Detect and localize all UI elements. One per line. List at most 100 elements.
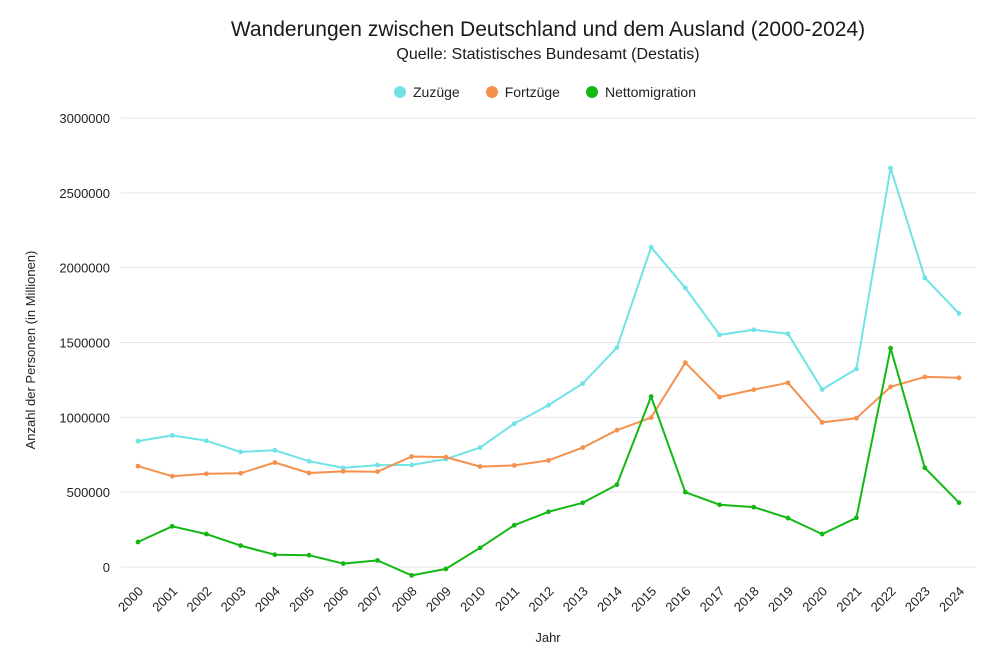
y-tick-label: 2000000 — [59, 261, 110, 276]
series-line-zuzuege — [137, 167, 960, 469]
data-point-fortzuege[interactable] — [169, 473, 175, 479]
data-point-zuzuege[interactable] — [375, 462, 380, 468]
data-point-fortzuege[interactable] — [409, 454, 415, 459]
data-point-fortzuege[interactable] — [580, 445, 586, 450]
data-point-nettomigration[interactable] — [888, 345, 893, 351]
data-point-fortzuege[interactable] — [751, 387, 757, 393]
data-point-fortzuege[interactable] — [511, 462, 517, 468]
data-point-nettomigration[interactable] — [272, 552, 278, 558]
data-point-nettomigration[interactable] — [785, 515, 791, 521]
data-point-nettomigration[interactable] — [511, 522, 517, 528]
data-point-zuzuege[interactable] — [477, 445, 483, 450]
data-point-nettomigration[interactable] — [682, 489, 688, 495]
data-point-fortzuege[interactable] — [819, 420, 825, 425]
data-point-fortzuege[interactable] — [272, 460, 278, 465]
data-point-zuzuege[interactable] — [340, 465, 346, 471]
data-point-fortzuege[interactable] — [888, 384, 893, 390]
data-point-nettomigration[interactable] — [135, 539, 141, 545]
data-point-fortzuege[interactable] — [306, 470, 312, 476]
data-point-nettomigration[interactable] — [546, 509, 551, 515]
legend-swatch-nettomigration — [585, 86, 598, 98]
data-point-fortzuege[interactable] — [238, 470, 244, 476]
data-point-zuzuege[interactable] — [751, 327, 757, 333]
x-tick-label: 2015 — [628, 584, 659, 615]
data-point-zuzuege[interactable] — [306, 458, 312, 464]
data-point-nettomigration[interactable] — [169, 523, 175, 529]
data-point-nettomigration[interactable] — [751, 504, 757, 510]
data-point-zuzuege[interactable] — [204, 438, 209, 444]
data-point-fortzuege[interactable] — [853, 415, 859, 421]
data-point-nettomigration[interactable] — [409, 572, 415, 578]
data-point-nettomigration[interactable] — [614, 482, 620, 488]
y-tick-label: 2500000 — [59, 186, 110, 201]
legend-item-nettomigration[interactable]: Nettomigration — [585, 84, 696, 100]
data-point-nettomigration[interactable] — [340, 561, 346, 566]
data-point-nettomigration[interactable] — [306, 552, 312, 558]
data-point-nettomigration[interactable] — [956, 500, 962, 506]
x-tick-label: 2016 — [662, 584, 693, 615]
legend-swatch-zuzuege — [394, 86, 406, 98]
data-point-zuzuege[interactable] — [238, 449, 244, 455]
data-point-fortzuege[interactable] — [614, 427, 620, 433]
data-point-fortzuege[interactable] — [477, 464, 483, 469]
data-point-zuzuege[interactable] — [409, 462, 415, 468]
data-point-nettomigration[interactable] — [648, 394, 654, 399]
data-point-zuzuege[interactable] — [648, 244, 654, 250]
legend-label-nettomigration: Nettomigration — [604, 84, 696, 100]
legend-item-fortzuege[interactable]: Fortzüge — [485, 84, 560, 100]
data-point-fortzuege[interactable] — [204, 471, 209, 477]
y-tick-label: 1500000 — [59, 336, 110, 351]
data-point-zuzuege[interactable] — [614, 345, 620, 351]
data-point-nettomigration[interactable] — [375, 558, 380, 563]
data-point-nettomigration[interactable] — [922, 465, 928, 471]
data-point-fortzuege[interactable] — [340, 468, 346, 474]
data-point-nettomigration[interactable] — [443, 566, 449, 572]
data-point-nettomigration[interactable] — [204, 531, 209, 537]
data-point-zuzuege[interactable] — [717, 332, 722, 338]
data-point-zuzuege[interactable] — [922, 275, 928, 281]
data-point-zuzuege[interactable] — [785, 331, 791, 337]
x-tick-label: 2022 — [868, 584, 899, 615]
x-tick-label: 2002 — [183, 584, 214, 615]
data-point-nettomigration[interactable] — [238, 543, 244, 548]
data-point-zuzuege[interactable] — [135, 438, 141, 444]
x-tick-label: 2007 — [355, 584, 386, 615]
data-point-zuzuege[interactable] — [888, 165, 893, 171]
data-point-zuzuege[interactable] — [272, 447, 278, 453]
data-point-fortzuege[interactable] — [922, 374, 928, 380]
legend: Zuzüge Fortzüge Nettomigration — [0, 84, 1000, 100]
data-point-nettomigration[interactable] — [717, 502, 722, 508]
data-point-zuzuege[interactable] — [853, 366, 859, 372]
x-tick-label: 2024 — [936, 584, 967, 615]
data-point-fortzuege[interactable] — [648, 415, 654, 421]
x-tick-label: 2004 — [252, 584, 283, 615]
data-point-fortzuege[interactable] — [135, 463, 141, 469]
data-point-fortzuege[interactable] — [682, 360, 688, 366]
x-tick-label: 2014 — [594, 584, 625, 615]
data-point-fortzuege[interactable] — [443, 454, 449, 460]
data-point-nettomigration[interactable] — [819, 531, 825, 537]
x-tick-label: 2009 — [423, 584, 454, 615]
data-point-zuzuege[interactable] — [819, 387, 825, 392]
x-tick-label: 2020 — [799, 584, 830, 615]
data-point-fortzuege[interactable] — [785, 380, 791, 386]
data-point-nettomigration[interactable] — [477, 545, 483, 551]
legend-swatch-fortzuege — [485, 86, 498, 98]
data-point-zuzuege[interactable] — [682, 285, 688, 291]
data-point-fortzuege[interactable] — [375, 469, 380, 475]
x-tick-label: 2018 — [731, 584, 762, 615]
data-point-zuzuege[interactable] — [169, 433, 175, 438]
data-point-zuzuege[interactable] — [546, 402, 551, 408]
data-point-nettomigration[interactable] — [580, 500, 586, 506]
data-point-fortzuege[interactable] — [717, 394, 722, 400]
data-point-fortzuege[interactable] — [546, 458, 551, 463]
data-point-zuzuege[interactable] — [956, 311, 962, 316]
legend-item-zuzuege[interactable]: Zuzüge — [394, 84, 460, 100]
x-tick-label: 2023 — [902, 584, 933, 615]
data-point-fortzuege[interactable] — [956, 375, 962, 381]
data-point-nettomigration[interactable] — [853, 515, 859, 521]
data-point-zuzuege[interactable] — [580, 381, 586, 386]
data-point-zuzuege[interactable] — [511, 421, 517, 427]
x-tick-label: 2010 — [457, 584, 488, 615]
x-tick-label: 2021 — [833, 584, 864, 615]
